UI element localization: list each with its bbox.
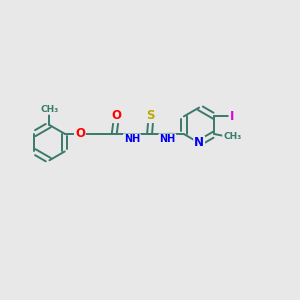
- Text: O: O: [75, 127, 85, 140]
- Text: O: O: [111, 109, 121, 122]
- Text: NH: NH: [124, 134, 140, 144]
- Text: CH₃: CH₃: [223, 132, 241, 141]
- Text: I: I: [230, 110, 234, 123]
- Text: N: N: [194, 136, 204, 149]
- Text: CH₃: CH₃: [40, 105, 58, 114]
- Text: S: S: [147, 109, 155, 122]
- Text: NH: NH: [159, 134, 175, 144]
